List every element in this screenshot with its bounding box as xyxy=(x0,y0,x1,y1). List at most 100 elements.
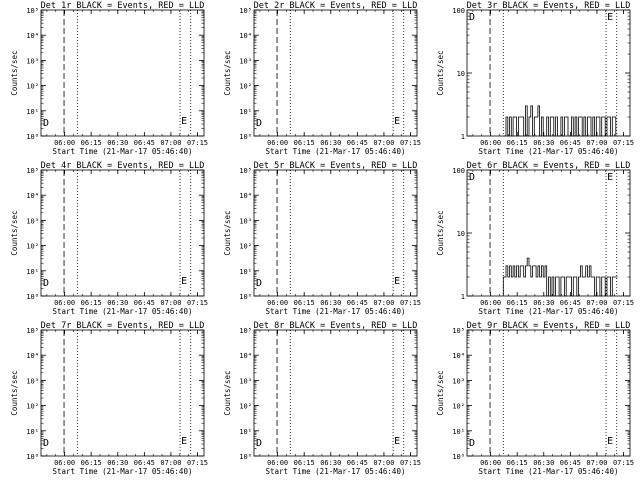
plot-frame xyxy=(466,329,631,457)
x-tick-label: 06:15 xyxy=(294,139,315,147)
y-tick-label: 10⁴ xyxy=(239,352,252,360)
x-tick-label: 06:45 xyxy=(347,139,368,147)
y-tick-label: 10⁴ xyxy=(26,192,39,200)
start-marker: D xyxy=(43,118,49,129)
panel-title: Det 6r BLACK = Events, RED = LLD xyxy=(467,161,631,171)
end-marker: E xyxy=(181,116,187,127)
y-tick-label: 10³ xyxy=(239,57,252,65)
x-tick-label: 07:15 xyxy=(400,299,421,307)
panel-title: Det 7r BLACK = Events, RED = LLD xyxy=(41,321,205,331)
start-marker: D xyxy=(43,278,49,289)
y-tick-label: 1 xyxy=(461,133,465,141)
y-tick-label: 10⁰ xyxy=(452,453,465,461)
plot-frame xyxy=(253,9,418,137)
end-marker: E xyxy=(181,436,187,447)
end-marker: E xyxy=(607,172,613,183)
x-tick-label: 06:45 xyxy=(134,139,155,147)
detector-panel-1: Det 1r BLACK = Events, RED = LLD 10⁰ 10¹ 10… xyxy=(10,1,208,156)
events-series-1 xyxy=(502,257,618,297)
x-tick-label: 06:45 xyxy=(560,299,581,307)
x-tick-label: 06:45 xyxy=(560,459,581,467)
y-tick-label: 10² xyxy=(239,83,252,91)
y-tick-label: 10 xyxy=(457,70,465,78)
x-tick-label: 07:15 xyxy=(613,139,634,147)
x-tick-label: 06:45 xyxy=(347,299,368,307)
plot-frame xyxy=(40,9,205,137)
y-tick-label: 10⁰ xyxy=(26,453,39,461)
x-tick-label: 06:15 xyxy=(294,459,315,467)
y-axis-label: Counts/sec xyxy=(223,210,232,255)
start-marker: D xyxy=(43,438,49,449)
panel-title: Det 1r BLACK = Events, RED = LLD xyxy=(41,1,205,11)
x-axis-label: Start Time (21-Mar-17 05:46:40) xyxy=(53,307,193,316)
x-tick-label: 06:15 xyxy=(507,459,528,467)
x-tick-label: 06:15 xyxy=(294,299,315,307)
y-tick-label: 10⁰ xyxy=(239,453,252,461)
y-tick-label: 10¹ xyxy=(239,108,252,116)
end-marker: E xyxy=(394,436,400,447)
y-tick-label: 10¹ xyxy=(26,428,39,436)
panel-title: Det 8r BLACK = Events, RED = LLD xyxy=(254,321,418,331)
y-tick-label: 10⁴ xyxy=(239,32,252,40)
y-tick-label: 10³ xyxy=(26,217,39,225)
y-axis-label: Counts/sec xyxy=(10,370,19,415)
x-tick-label: 07:15 xyxy=(613,299,634,307)
y-tick-label: 10⁰ xyxy=(239,133,252,141)
y-axis-label: Counts/sec xyxy=(10,210,19,255)
y-tick-label: 10² xyxy=(26,243,39,251)
x-tick-label: 06:15 xyxy=(507,299,528,307)
y-tick-label: 10⁵ xyxy=(26,7,39,15)
x-tick-label: 06:00 xyxy=(267,299,288,307)
x-tick-label: 06:00 xyxy=(480,459,501,467)
end-marker: E xyxy=(181,276,187,287)
x-tick-label: 07:00 xyxy=(373,299,394,307)
x-tick-label: 06:00 xyxy=(480,139,501,147)
y-axis-label: Counts/sec xyxy=(10,50,19,95)
y-tick-label: 10¹ xyxy=(26,268,39,276)
x-tick-label: 06:00 xyxy=(54,299,75,307)
x-tick-label: 06:00 xyxy=(267,459,288,467)
detector-panel-9: Det 9r BLACK = Events, RED = LLD 10⁰ 10¹ 10… xyxy=(436,321,634,476)
x-tick-label: 06:15 xyxy=(81,299,102,307)
detector-panel-4: Det 4r BLACK = Events, RED = LLD 10⁰ 10¹ 10… xyxy=(10,161,208,316)
x-axis-label: Start Time (21-Mar-17 05:46:40) xyxy=(266,307,406,316)
y-axis-label: Counts/sec xyxy=(436,50,445,95)
x-tick-label: 07:15 xyxy=(187,459,208,467)
x-tick-label: 06:00 xyxy=(54,139,75,147)
y-tick-label: 10⁴ xyxy=(26,32,39,40)
panel-title: Det 2r BLACK = Events, RED = LLD xyxy=(254,1,418,11)
panel-title: Det 9r BLACK = Events, RED = LLD xyxy=(467,321,631,331)
end-marker: E xyxy=(394,116,400,127)
y-tick-label: 10⁵ xyxy=(239,167,252,175)
y-tick-label: 10³ xyxy=(26,377,39,385)
x-tick-label: 06:30 xyxy=(533,299,554,307)
detector-panel-8: Det 8r BLACK = Events, RED = LLD 10⁰ 10¹ 10… xyxy=(223,321,421,476)
y-tick-label: 10⁰ xyxy=(26,293,39,301)
y-tick-label: 10¹ xyxy=(26,108,39,116)
y-tick-label: 10³ xyxy=(239,217,252,225)
x-tick-label: 07:15 xyxy=(613,459,634,467)
start-marker: D xyxy=(469,438,475,449)
y-tick-label: 10² xyxy=(452,403,465,411)
x-tick-label: 06:45 xyxy=(560,139,581,147)
y-tick-label: 10⁵ xyxy=(26,167,39,175)
x-tick-label: 07:00 xyxy=(160,459,181,467)
x-tick-label: 07:00 xyxy=(160,139,181,147)
y-tick-label: 10² xyxy=(239,243,252,251)
x-tick-label: 06:15 xyxy=(507,139,528,147)
x-tick-label: 06:30 xyxy=(107,459,128,467)
x-tick-label: 06:30 xyxy=(107,299,128,307)
y-tick-label: 1 xyxy=(461,293,465,301)
y-tick-label: 10 xyxy=(457,230,465,238)
end-marker: E xyxy=(607,12,613,23)
events-series-1 xyxy=(503,105,618,137)
y-axis-label: Counts/sec xyxy=(436,370,445,415)
detector-panel-2: Det 2r BLACK = Events, RED = LLD 10⁰ 10¹ 10… xyxy=(223,1,421,156)
x-tick-label: 07:15 xyxy=(400,459,421,467)
y-tick-label: 10⁵ xyxy=(26,327,39,335)
plot-frame xyxy=(40,169,205,297)
y-tick-label: 10⁴ xyxy=(239,192,252,200)
y-tick-label: 10¹ xyxy=(239,268,252,276)
plot-frame xyxy=(253,169,418,297)
panel-title: Det 5r BLACK = Events, RED = LLD xyxy=(254,161,418,171)
